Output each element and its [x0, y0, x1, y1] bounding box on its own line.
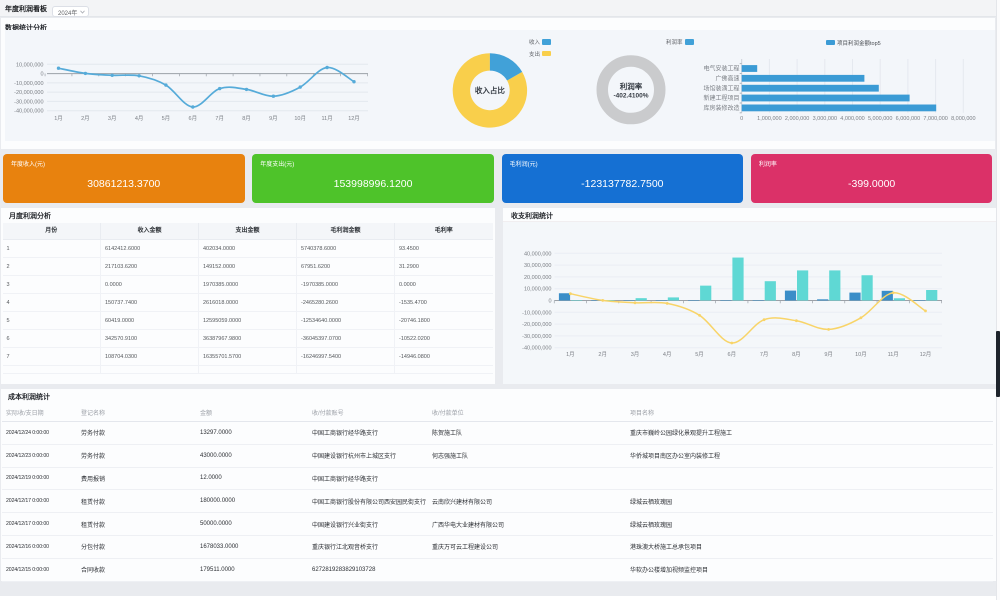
svg-text:9月: 9月: [269, 115, 278, 122]
svg-text:0: 0: [740, 116, 743, 122]
svg-text:4,000,000: 4,000,000: [840, 116, 864, 122]
svg-text:3,000,000: 3,000,000: [813, 116, 837, 122]
svg-text:30,000,000: 30,000,000: [524, 263, 552, 269]
svg-text:10,000,000: 10,000,000: [16, 62, 44, 68]
svg-text:4月: 4月: [135, 115, 144, 122]
svg-text:40,000,000: 40,000,000: [524, 251, 552, 257]
svg-text:4月: 4月: [663, 351, 672, 358]
svg-text:1月: 1月: [54, 115, 63, 122]
svg-text:10月: 10月: [294, 115, 306, 122]
svg-text:6月: 6月: [189, 115, 198, 122]
svg-text:0: 0: [40, 72, 43, 78]
svg-text:11月: 11月: [888, 351, 899, 358]
svg-text:7月: 7月: [760, 351, 769, 358]
svg-text:8月: 8月: [792, 351, 801, 358]
svg-text:收入占比: 收入占比: [475, 85, 505, 95]
svg-text:20,000,000: 20,000,000: [524, 275, 552, 281]
svg-text:5月: 5月: [162, 115, 171, 122]
svg-text:0: 0: [548, 299, 551, 305]
svg-text:5月: 5月: [695, 351, 704, 358]
svg-text:12月: 12月: [348, 115, 360, 122]
svg-text:2月: 2月: [81, 115, 90, 122]
svg-text:利润率: 利润率: [619, 81, 643, 91]
svg-text:-10,000,000: -10,000,000: [522, 310, 551, 316]
svg-text:广佛高速: 广佛高速: [715, 75, 739, 83]
svg-text:-20,000,000: -20,000,000: [522, 322, 551, 328]
svg-text:7,000,000: 7,000,000: [923, 116, 947, 122]
svg-text:8月: 8月: [242, 115, 251, 122]
svg-text:9月: 9月: [824, 351, 833, 358]
svg-text:-10,000,000: -10,000,000: [14, 81, 43, 87]
svg-text:6月: 6月: [728, 351, 737, 358]
svg-text:10月: 10月: [855, 351, 867, 358]
svg-text:2,000,000: 2,000,000: [785, 116, 809, 122]
svg-text:1月: 1月: [566, 351, 575, 358]
svg-text:2月: 2月: [598, 351, 607, 358]
svg-text:12月: 12月: [920, 351, 932, 358]
svg-text:新建工程项目: 新建工程项目: [703, 94, 739, 102]
svg-text:7月: 7月: [215, 115, 224, 122]
svg-text:6,000,000: 6,000,000: [896, 116, 920, 122]
svg-text:5,000,000: 5,000,000: [868, 116, 892, 122]
svg-text:11月: 11月: [321, 115, 332, 122]
svg-text:3月: 3月: [631, 351, 640, 358]
svg-text:电气安装工程: 电气安装工程: [703, 65, 739, 73]
svg-text:1,000,000: 1,000,000: [757, 116, 781, 122]
svg-text:-40,000,000: -40,000,000: [14, 109, 43, 115]
svg-text:场馆装潢工程: 场馆装潢工程: [703, 84, 739, 92]
svg-text:-40,000,000: -40,000,000: [522, 346, 551, 352]
svg-text:-30,000,000: -30,000,000: [14, 99, 43, 105]
svg-text:库房装修改造: 库房装修改造: [703, 104, 739, 112]
svg-text:8,000,000: 8,000,000: [951, 116, 975, 122]
svg-text:-30,000,000: -30,000,000: [522, 334, 551, 340]
svg-text:-20,000,000: -20,000,000: [14, 90, 43, 96]
svg-text:-402.4100%: -402.4100%: [613, 93, 648, 100]
svg-text:10,000,000: 10,000,000: [524, 287, 552, 293]
svg-text:3月: 3月: [108, 115, 117, 122]
